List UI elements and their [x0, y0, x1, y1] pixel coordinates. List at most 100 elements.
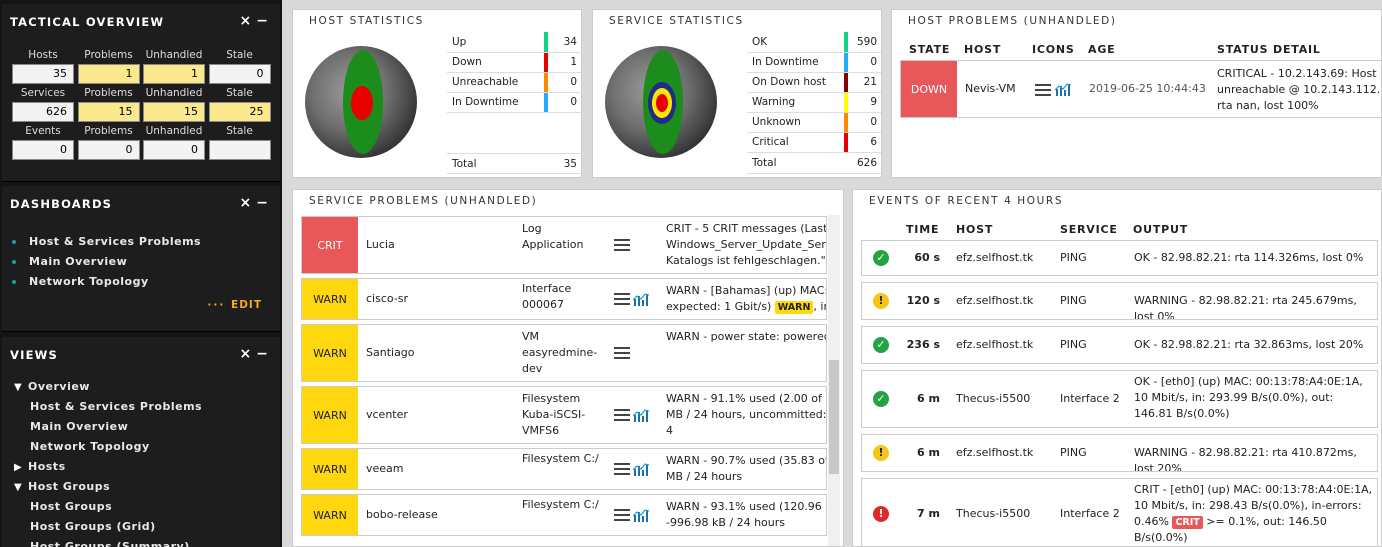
event-row[interactable]: ! 120 s efz.selfhost.tk PING WARNING - 82.98…	[861, 282, 1378, 320]
service-problem-row[interactable]: WARN Santiago VM easyredmine-dev WARN - pow…	[301, 324, 827, 382]
event-service[interactable]: PING	[1060, 338, 1087, 351]
close-icon[interactable]: ×	[239, 346, 252, 362]
event-service[interactable]: PING	[1060, 251, 1087, 264]
views-item[interactable]: Host Groups (Grid)	[30, 520, 156, 533]
menu-icon[interactable]	[614, 293, 630, 305]
menu-icon[interactable]	[614, 239, 630, 251]
stat-row[interactable]: Unknown 0	[747, 112, 881, 133]
tactical-value[interactable]: 0	[143, 140, 205, 160]
event-service[interactable]: Interface 2	[1060, 392, 1120, 405]
event-row[interactable]: ✓ 6 m Thecus-i5500 Interface 2 OK - [eth0] (…	[861, 370, 1378, 428]
service-name[interactable]: Filesystem C:/	[522, 452, 599, 465]
menu-icon[interactable]	[614, 509, 630, 521]
tactical-header: Events	[25, 125, 61, 137]
close-icon[interactable]: ×	[239, 195, 252, 211]
host-name[interactable]: Santiago	[366, 346, 415, 359]
edit-dashboards-link[interactable]: ··· EDIT	[207, 299, 262, 311]
tactical-value[interactable]: 1	[143, 64, 205, 84]
event-service[interactable]: Interface 2	[1060, 507, 1120, 520]
service-name[interactable]: Interface 000067	[522, 282, 572, 311]
tactical-value[interactable]: 25	[208, 102, 271, 122]
tactical-value[interactable]: 626	[12, 102, 74, 122]
minimize-icon[interactable]: −	[256, 13, 268, 29]
stat-row[interactable]: Unreachable 0	[447, 72, 581, 93]
event-host[interactable]: Thecus-i5500	[956, 392, 1031, 405]
critical-icon: !	[873, 506, 889, 522]
dashboard-link[interactable]: Network Topology	[12, 272, 201, 292]
graph-icon[interactable]	[633, 508, 649, 522]
tactical-value[interactable]: 1	[77, 64, 140, 84]
menu-icon[interactable]	[614, 347, 630, 359]
stat-row[interactable]: Up 34	[447, 32, 581, 53]
tactical-value[interactable]: 35	[12, 64, 74, 84]
views-item[interactable]: Main Overview	[30, 420, 129, 433]
dashboard-link[interactable]: Host & Services Problems	[12, 232, 201, 252]
event-row[interactable]: ✓ 236 s efz.selfhost.tk PING OK - 82.98.82.2…	[861, 326, 1378, 364]
caret-down-icon[interactable]: ▼	[14, 482, 23, 493]
service-name[interactable]: Filesystem C:/	[522, 498, 599, 511]
host-problem-row[interactable]: DOWN Nevis-VM 2019-06-25 10:44:43 CRITIC…	[900, 60, 1381, 118]
stat-row[interactable]: Critical 6	[747, 132, 881, 153]
host-name[interactable]: veeam	[366, 462, 404, 475]
host-name[interactable]: bobo-release	[366, 508, 438, 521]
service-name[interactable]: Log Application	[522, 222, 584, 251]
event-row[interactable]: ! 6 m efz.selfhost.tk PING WARNING - 82.98.8…	[861, 434, 1378, 472]
views-item[interactable]: ▼ Overview	[14, 377, 202, 397]
close-icon[interactable]: ×	[239, 13, 252, 29]
tactical-value[interactable]	[208, 140, 271, 160]
event-host[interactable]: efz.selfhost.tk	[956, 251, 1034, 264]
dashboard-link[interactable]: Main Overview	[12, 252, 201, 272]
menu-icon[interactable]	[614, 463, 630, 475]
views-item[interactable]: ▶ Hosts	[14, 457, 202, 477]
minimize-icon[interactable]: −	[256, 346, 268, 362]
stat-row[interactable]: In Downtime 0	[447, 92, 581, 113]
tactical-value[interactable]: 15	[143, 102, 205, 122]
views-item[interactable]: Network Topology	[30, 440, 150, 453]
service-name[interactable]: VM easyredmine-dev	[522, 330, 598, 375]
tactical-value[interactable]: 15	[77, 102, 140, 122]
ok-icon: ✓	[873, 391, 889, 407]
service-problem-row[interactable]: CRIT Lucia Log Application CRIT - 5 CRIT me…	[301, 216, 827, 274]
service-problem-row[interactable]: WARN cisco-sr Interface 000067 WARN - [Baha…	[301, 278, 827, 320]
caret-right-icon[interactable]: ▶	[14, 462, 23, 473]
service-problem-row[interactable]: WARN vcenter Filesystem Kuba-iSCSI-VMFS6 WA…	[301, 386, 827, 444]
event-host[interactable]: Thecus-i5500	[956, 507, 1031, 520]
stat-row[interactable]: Warning 9	[747, 92, 881, 113]
event-service[interactable]: PING	[1060, 446, 1087, 459]
stat-row[interactable]: Down 1	[447, 52, 581, 73]
event-host[interactable]: efz.selfhost.tk	[956, 446, 1034, 459]
stat-row[interactable]: On Down host 21	[747, 72, 881, 93]
graph-icon[interactable]	[633, 408, 649, 422]
caret-down-icon[interactable]: ▼	[14, 382, 23, 393]
menu-icon[interactable]	[1035, 84, 1051, 96]
tactical-value[interactable]: 0	[77, 140, 140, 160]
scrollbar-thumb[interactable]	[829, 360, 839, 474]
service-problem-row[interactable]: WARN veeam Filesystem C:/ WARN - 90.7% used…	[301, 448, 827, 490]
host-name[interactable]: Nevis-VM	[965, 82, 1016, 95]
stat-row[interactable]: OK 590	[747, 32, 881, 53]
event-host[interactable]: efz.selfhost.tk	[956, 294, 1034, 307]
host-name[interactable]: vcenter	[366, 408, 408, 421]
menu-icon[interactable]	[614, 409, 630, 421]
views-item[interactable]: ▼ Host Groups	[14, 477, 202, 497]
tactical-value[interactable]: 0	[12, 140, 74, 160]
service-name[interactable]: Filesystem Kuba-iSCSI-VMFS6	[522, 392, 586, 437]
tactical-value[interactable]: 0	[208, 64, 271, 84]
host-name[interactable]: cisco-sr	[366, 292, 409, 305]
views-item[interactable]: Host & Services Problems	[30, 400, 203, 413]
tactical-header: Hosts	[28, 49, 58, 61]
host-statistics-globe	[305, 46, 417, 158]
views-item[interactable]: Host Groups	[30, 500, 113, 513]
stat-row[interactable]: In Downtime 0	[747, 52, 881, 73]
event-host[interactable]: efz.selfhost.tk	[956, 338, 1034, 351]
graph-icon[interactable]	[633, 462, 649, 476]
graph-icon[interactable]	[1055, 82, 1071, 96]
event-row[interactable]: ✓ 60 s efz.selfhost.tk PING OK - 82.98.82.21…	[861, 240, 1378, 276]
graph-icon[interactable]	[633, 292, 649, 306]
host-name[interactable]: Lucia	[366, 238, 395, 251]
minimize-icon[interactable]: −	[256, 195, 268, 211]
views-item[interactable]: Host Groups (Summary)	[30, 540, 190, 547]
event-row[interactable]: ! 7 m Thecus-i5500 Interface 2 CRIT - [eth0]…	[861, 478, 1378, 546]
event-service[interactable]: PING	[1060, 294, 1087, 307]
service-problem-row[interactable]: WARN bobo-release Filesystem C:/ WARN - 93.…	[301, 494, 827, 536]
